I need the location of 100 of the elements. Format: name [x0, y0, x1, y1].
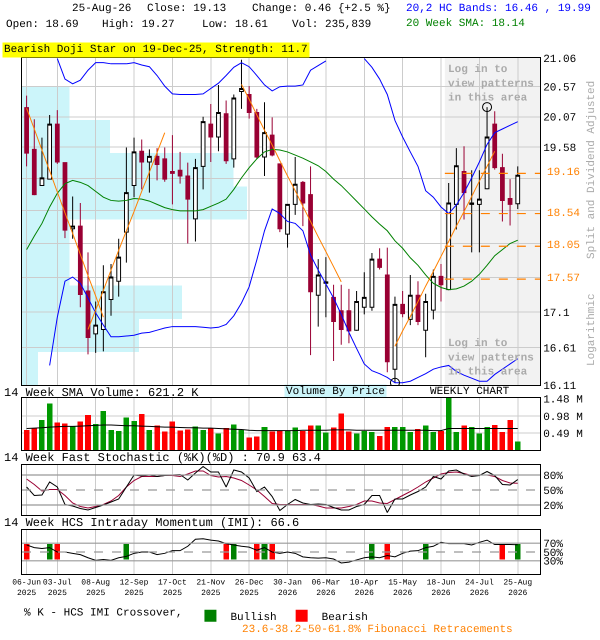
candlestick — [108, 263, 114, 316]
x-tick-label: 06-Jun 2025 — [12, 578, 42, 598]
y-tick-label: 1.48 M — [543, 394, 583, 407]
candlestick — [308, 166, 313, 356]
bar — [124, 417, 130, 450]
candlestick — [346, 288, 352, 344]
bar — [300, 430, 306, 450]
chart-title: 14 Week Fast Stochastic (%K)(%D) : 70.9 63.4 — [4, 451, 321, 466]
text: Change: 0.46 {+2.5 %} — [252, 3, 391, 15]
candlestick — [100, 264, 106, 352]
bar — [308, 426, 314, 450]
candlestick — [508, 178, 512, 226]
bar — [468, 426, 474, 450]
bar — [277, 430, 283, 450]
candlestick — [292, 156, 298, 216]
candlestick — [423, 293, 428, 358]
bar — [231, 424, 237, 450]
candlestick — [54, 110, 60, 164]
candlestick — [254, 108, 260, 160]
candlestick — [139, 138, 144, 190]
bar — [346, 432, 352, 450]
bar — [461, 426, 467, 450]
bar — [422, 426, 428, 450]
candlestick — [40, 137, 44, 186]
text: 23.6-38.2-50-61.8% Fibonacci Retracements — [242, 624, 513, 636]
candlestick — [277, 163, 282, 233]
x-tick-label: 12-Sep 2025 — [120, 578, 149, 598]
bar — [223, 428, 229, 450]
candlestick — [124, 147, 129, 264]
candlestick — [430, 268, 436, 320]
candlestick — [178, 151, 182, 184]
bar — [177, 430, 183, 450]
bar — [430, 432, 436, 450]
x-tick-label: 17-Oct 2025 — [158, 578, 187, 598]
candlestick — [338, 284, 344, 346]
candlestick — [170, 134, 175, 205]
candlestick — [216, 84, 221, 152]
candlestick — [285, 204, 290, 248]
bar — [208, 428, 214, 450]
bar — [492, 425, 498, 450]
candlestick — [47, 114, 52, 180]
y-tick-label: 80% — [543, 470, 564, 483]
legend-label: Bearish — [322, 612, 368, 624]
bar — [376, 436, 382, 450]
text: Close: 19.13 — [147, 3, 226, 15]
bar — [46, 404, 52, 450]
candlestick — [208, 104, 214, 162]
bar — [185, 430, 191, 450]
candlestick — [438, 263, 444, 302]
candlestick — [93, 301, 98, 354]
bar — [315, 426, 321, 450]
text: Split and Dividend Adjusted — [586, 80, 598, 259]
y-tick-label: 50% — [543, 486, 564, 498]
x-tick-label: 08-Aug 2025 — [81, 578, 110, 598]
bar — [284, 430, 290, 450]
line-series — [26, 538, 518, 564]
x-tick-label: 18-Jun 2026 — [426, 578, 456, 598]
candlestick — [316, 258, 321, 328]
y-tick-label: 20.57 — [543, 82, 576, 95]
bar — [362, 430, 368, 450]
bar — [170, 422, 176, 450]
candlestick — [185, 162, 190, 244]
bar — [131, 420, 137, 450]
x-tick-label: 21-Nov 2025 — [196, 578, 226, 598]
line-series — [26, 148, 518, 290]
candlestick — [384, 247, 390, 373]
bar — [62, 424, 68, 450]
bar — [269, 432, 275, 450]
candlestick — [70, 196, 76, 240]
bar — [408, 432, 414, 450]
bar — [246, 438, 252, 450]
candlestick — [246, 86, 252, 120]
x-tick-label: 30-Jan 2026 — [273, 578, 302, 598]
bar — [54, 422, 60, 450]
chart-title: 14 Week HCS Intraday Momentum (IMI): 66.6 — [4, 516, 300, 530]
bar — [514, 442, 521, 450]
bar — [476, 433, 482, 450]
candlestick — [324, 256, 328, 318]
ref-line-label: 18.54 — [547, 208, 580, 220]
x-tick-label: 24-Jul 2026 — [464, 578, 494, 598]
bar — [454, 432, 460, 450]
bar — [415, 428, 421, 450]
bar — [92, 424, 98, 450]
bar — [162, 432, 168, 450]
bar — [500, 432, 506, 450]
bar — [216, 433, 222, 450]
x-tick-label: 15-May 2026 — [388, 578, 418, 598]
candlestick — [154, 148, 160, 181]
bar — [392, 426, 398, 450]
bar — [330, 427, 336, 450]
candlestick — [147, 148, 152, 194]
text: Logarithmic — [586, 293, 598, 366]
text: 20 Week SMA: 18.14 — [406, 18, 526, 30]
bar — [438, 430, 444, 450]
bar — [254, 436, 260, 450]
bar — [323, 432, 329, 450]
bar — [85, 414, 91, 450]
legend-title: % K - HCS IMI Crossover, — [24, 608, 182, 620]
x-tick-label: 10-Apr 2026 — [350, 578, 379, 598]
candlestick — [262, 102, 267, 176]
